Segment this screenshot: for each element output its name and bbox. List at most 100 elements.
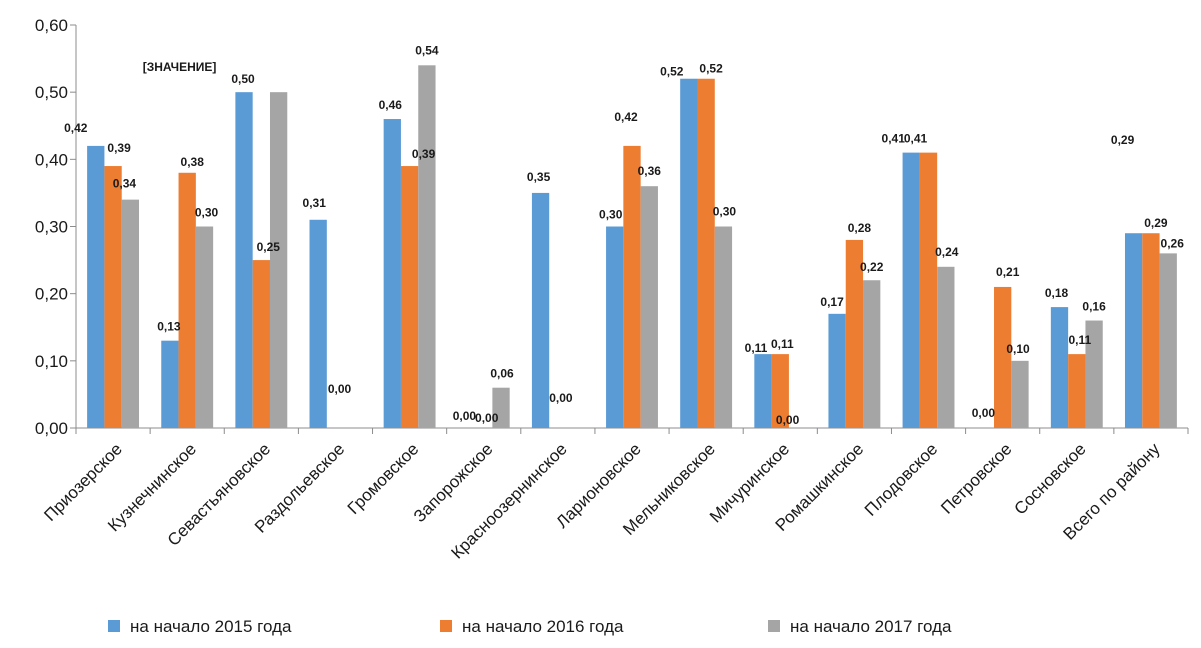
data-label: 0,30 [599,208,623,222]
data-label: 0,30 [713,205,737,219]
data-label: 0,46 [379,98,403,112]
bar [195,226,214,428]
data-label: 0,50 [231,72,255,86]
bar [714,226,733,428]
y-tick-label: 0,50 [35,83,68,102]
data-label: 0,00 [776,413,800,427]
bar [640,186,658,428]
bar [252,260,270,428]
data-label: 0,34 [113,177,137,191]
bars [87,65,1177,429]
data-label: 0,35 [527,170,551,184]
data-label: 0,38 [181,155,205,169]
data-label: 0,39 [412,147,436,161]
category-label: Петровское [937,439,1015,517]
data-label: 0,36 [638,164,662,178]
bar [418,65,436,429]
data-labels: 0,42 0,13 0,50 0,31 0,46 0,00 0,35 0,30 0,52 0,11… [64,43,1184,427]
bar [994,286,1012,428]
category-label: Плодовское [861,439,941,519]
bar [828,313,846,428]
data-label: 0,00 [475,411,499,425]
data-label: 0,16 [1082,300,1106,314]
data-label: 0,30 [195,206,219,220]
y-tick-label: 0,30 [35,218,68,237]
data-label: 0,52 [699,62,723,76]
data-label: 0,54 [415,43,439,57]
data-label: 0,00 [549,391,573,405]
data-label: 0,13 [157,320,181,334]
data-label: 0,18 [1045,286,1069,300]
data-label: 0,52 [660,65,684,79]
data-label: 0,26 [1161,236,1185,250]
data-label: 0,42 [64,121,88,135]
data-label: 0,22 [860,260,884,274]
data-label: 0,29 [1144,216,1168,230]
legend-label: на начало 2016 года [462,617,624,636]
bar [400,166,419,429]
bar [902,152,920,428]
data-label: 0,00 [328,382,352,396]
category-labels: ПриозерскоеКузнечнинскоеСевастьяновскоеР… [40,439,1164,563]
data-label: 0,31 [303,196,327,210]
bar [235,92,253,429]
data-label: 0,39 [107,141,131,155]
bar [754,354,772,428]
bar [845,239,864,428]
bar [1124,233,1143,428]
y-tick-label: 0,60 [35,16,68,35]
data-label: 0,28 [848,221,872,235]
data-label: 0,25 [257,240,281,254]
y-tick-label: 0,00 [35,419,68,438]
bar [937,266,955,428]
data-label: 0,00 [972,406,996,420]
legend-label: на начало 2015 года [130,617,292,636]
legend-label: на начало 2017 года [790,617,952,636]
y-tick-label: 0,40 [35,150,68,169]
data-label: 0,24 [935,245,959,259]
data-label: 0,17 [820,295,844,309]
bar [492,387,510,428]
bar [1068,354,1086,428]
data-label: 0,21 [996,265,1020,279]
bar [309,219,327,428]
bar [680,78,698,428]
y-tick-label: 0,10 [35,352,68,371]
data-label: 0,29 [1111,133,1135,147]
bar [863,280,881,428]
data-label: 0,11 [771,337,794,351]
bar [1142,233,1160,428]
legend: на начало 2015 года на начало 2016 года на… [108,617,952,636]
bar [606,226,624,428]
bar [104,166,122,429]
bar [1085,320,1103,428]
category-label: Громовское [344,439,423,518]
bar [623,145,641,428]
bar [697,78,715,428]
bar [87,145,105,428]
data-label: 0,11 [745,341,768,355]
data-label: 0,41 [904,132,928,146]
data-label: 0,11 [1068,333,1091,347]
bar [161,340,179,428]
data-label: 0,00 [453,409,477,423]
category-label: Сосновское [1010,439,1089,518]
bar [121,199,140,428]
legend-swatch [768,620,780,632]
legend-swatch [108,620,120,632]
data-label: 0,41 [882,132,906,146]
y-tick-label: 0,20 [35,285,68,304]
bar [269,92,288,429]
bar [1050,307,1069,428]
bar [771,354,789,428]
legend-swatch [440,620,452,632]
data-label: 0,06 [490,367,514,381]
data-label: 0,10 [1006,342,1030,356]
bar [178,172,196,428]
bar [1159,253,1177,428]
bar [919,152,938,428]
bar [383,119,401,428]
data-label: 0,42 [614,110,638,124]
